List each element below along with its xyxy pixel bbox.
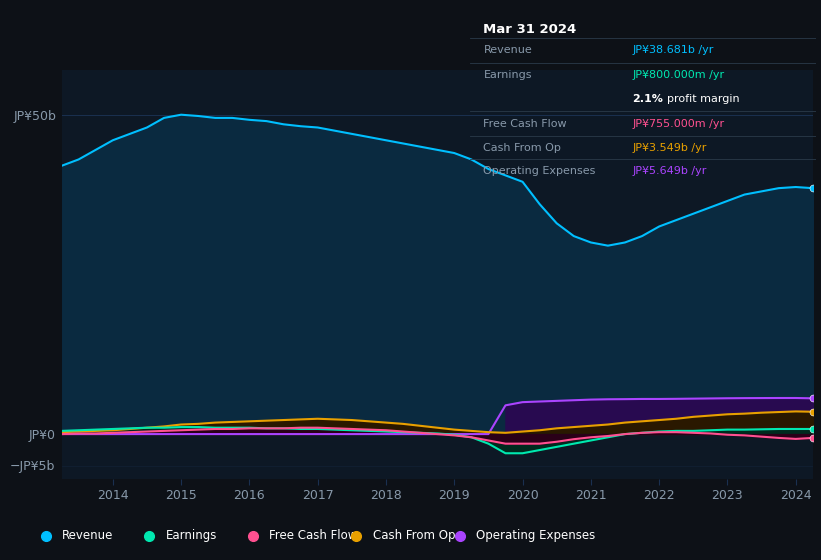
Text: JP¥3.549b /yr: JP¥3.549b /yr [632,143,707,152]
Text: Cash From Op: Cash From Op [373,529,455,543]
Text: JP¥5.649b /yr: JP¥5.649b /yr [632,166,707,176]
Text: Cash From Op: Cash From Op [484,143,562,152]
Text: Earnings: Earnings [166,529,217,543]
Text: JP¥800.000m /yr: JP¥800.000m /yr [632,70,725,80]
Text: 2.1%: 2.1% [632,94,663,104]
Text: JP¥755.000m /yr: JP¥755.000m /yr [632,119,725,129]
Text: profit margin: profit margin [667,94,740,104]
Text: Mar 31 2024: Mar 31 2024 [484,24,576,36]
Text: Earnings: Earnings [484,70,532,80]
Text: Revenue: Revenue [484,45,532,55]
Text: Free Cash Flow: Free Cash Flow [484,119,567,129]
Text: Operating Expenses: Operating Expenses [484,166,596,176]
Text: Revenue: Revenue [62,529,113,543]
Text: Operating Expenses: Operating Expenses [476,529,595,543]
Text: Free Cash Flow: Free Cash Flow [269,529,357,543]
Text: −JP¥5b: −JP¥5b [9,460,55,473]
Text: JP¥38.681b /yr: JP¥38.681b /yr [632,45,713,55]
